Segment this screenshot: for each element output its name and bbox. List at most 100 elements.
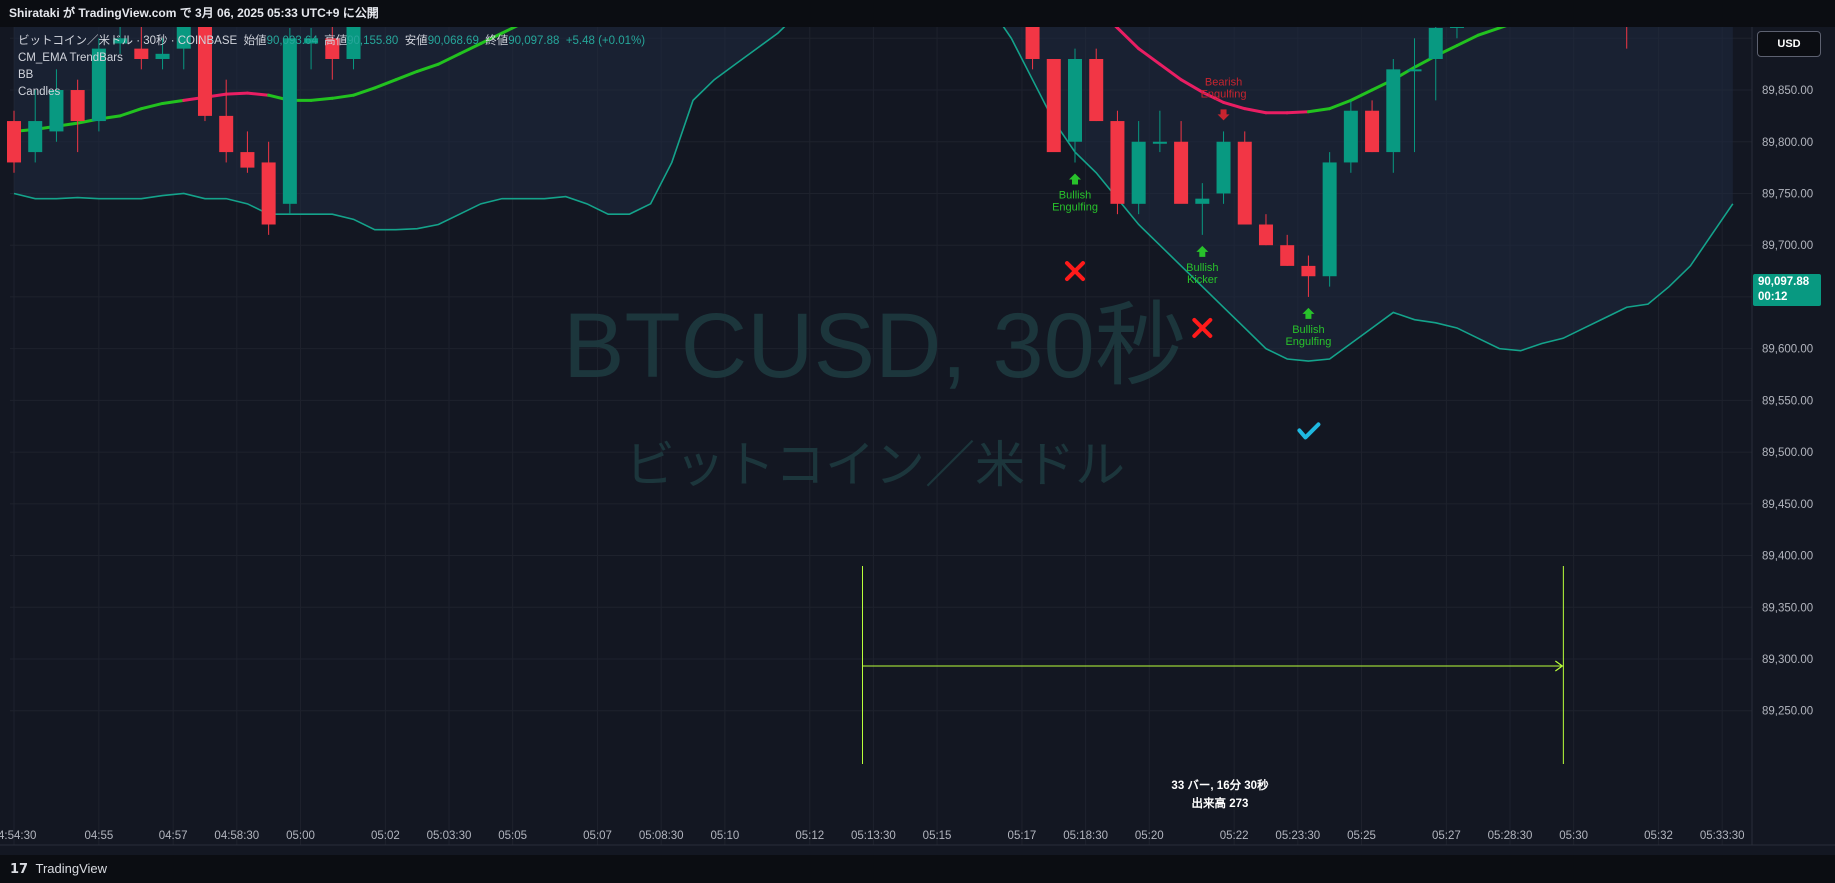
ema-segment	[139, 101, 165, 111]
pattern-text: Engulfing	[1052, 201, 1098, 213]
candle-down	[134, 48, 149, 59]
time-tick-label: 05:30	[1559, 830, 1588, 842]
published-header: Shirataki が TradingView.com で 3月 06, 202…	[0, 0, 1835, 27]
ema-segment	[415, 62, 440, 73]
candle-down	[1301, 265, 1316, 277]
time-tick-label: 05:27	[1432, 830, 1461, 842]
candle-down	[219, 115, 234, 153]
price-tick-label: 89,350.00	[1762, 602, 1813, 614]
candle-up	[1343, 110, 1358, 163]
ema-segment	[479, 31, 504, 45]
price-chart[interactable]: BTCUSD, 30秒ビットコイン／米ドルBearishEngulfingBea…	[0, 27, 1835, 855]
ema-segment	[1179, 78, 1204, 94]
price-tick-label: 89,300.00	[1762, 654, 1813, 666]
candle-up	[1216, 141, 1231, 194]
ema-segment	[118, 107, 143, 118]
price-tick-label: 89,750.00	[1762, 188, 1813, 200]
ema-segment	[245, 91, 271, 97]
open-label: 始値	[243, 35, 267, 47]
watermark-title: BTCUSD, 30秒	[563, 295, 1187, 397]
candle-down	[1089, 58, 1104, 122]
time-tick-label: 05:33:30	[1700, 830, 1745, 842]
candles	[7, 27, 1628, 297]
time-tick-label: 05:07	[583, 830, 612, 842]
candle-up	[155, 53, 170, 59]
ohlc-row: ビットコイン／米ドル · 30秒 · COINBASE 始値90,093.64 …	[18, 33, 645, 50]
candle-up	[1195, 198, 1210, 204]
candle-up	[49, 90, 64, 132]
candle-up	[91, 48, 106, 122]
low-value: 90,068.69	[427, 35, 479, 47]
candle-down	[1258, 224, 1273, 246]
time-tick-label: 05:22	[1220, 830, 1249, 842]
time-tick-label: 05:05	[498, 830, 527, 842]
price-tick-label: 89,800.00	[1762, 137, 1813, 149]
indicator-ema[interactable]: CM_EMA TrendBars	[18, 52, 123, 64]
cross-icon	[1065, 261, 1085, 282]
bearish-arrow-icon	[1217, 109, 1230, 121]
price-tick-label: 89,600.00	[1762, 344, 1813, 356]
candle-down	[240, 152, 255, 168]
time-tick-label: 05:32	[1644, 830, 1673, 842]
candle-up	[1322, 162, 1337, 277]
watermark-subtitle: ビットコイン／米ドル	[625, 437, 1125, 493]
ema-segment	[1306, 107, 1332, 114]
candle-down	[325, 38, 340, 59]
candle-down	[261, 162, 276, 225]
ema-segment	[224, 91, 249, 96]
last-price-tag: 90,097.88 00:12	[1753, 274, 1821, 306]
change-value: +5.48 (+0.01%)	[565, 35, 646, 47]
high-value: 90,155.80	[347, 35, 399, 47]
candle-up	[1068, 58, 1082, 142]
candle-up	[1131, 141, 1146, 204]
close-value: 90,097.88	[508, 35, 560, 47]
time-tick-label: 05:13:30	[851, 830, 896, 842]
price-tick-label: 89,850.00	[1762, 85, 1813, 97]
candle-down	[7, 121, 21, 163]
bb-lower-line	[13, 27, 1734, 362]
pattern-text: Bearish	[1205, 76, 1242, 88]
time-tick-label: 05:28:30	[1488, 830, 1533, 842]
indicator-candles[interactable]: Candles	[18, 86, 61, 98]
ema-segment	[352, 86, 377, 97]
close-label: 終値	[485, 35, 509, 47]
footer-brand[interactable]: TradingView	[35, 861, 108, 876]
candle-up	[304, 38, 319, 44]
price-axis	[1752, 27, 1835, 855]
candle-up	[28, 121, 43, 153]
price-tick-label: 89,700.00	[1762, 240, 1813, 252]
time-tick-label: 04:58:30	[214, 830, 259, 842]
ema-segment	[1455, 33, 1480, 48]
measure-info: 33 バー, 16分 30秒 出来高 273	[1120, 777, 1320, 813]
high-label: 高値	[324, 35, 348, 47]
time-tick-label: 05:08:30	[639, 830, 684, 842]
symbol-name[interactable]: ビットコイン／米ドル · 30秒 · COINBASE	[18, 35, 238, 47]
ema-segment	[1222, 100, 1247, 111]
chart-legend: ビットコイン／米ドル · 30秒 · COINBASE 始値90,093.64 …	[18, 33, 645, 101]
price-tick-label: 89,550.00	[1762, 395, 1813, 407]
pattern-text: Bullish	[1059, 189, 1091, 201]
candle-down	[1174, 141, 1189, 204]
ema-segment	[436, 52, 462, 66]
candle-down	[1025, 27, 1040, 59]
tradingview-logo-icon: 𝟭𝟳	[10, 861, 29, 876]
indicator-bb[interactable]: BB	[18, 69, 34, 81]
candle-up	[176, 27, 191, 49]
ema-segment	[500, 27, 519, 35]
ema-segment	[1158, 62, 1183, 82]
currency-button[interactable]: USD	[1757, 31, 1821, 57]
time-tick-label: 05:17	[1008, 830, 1037, 842]
measure-volume: 出来高 273	[1191, 798, 1249, 810]
candle-up	[1407, 69, 1422, 72]
measure-tool[interactable]	[862, 566, 1564, 764]
measure-arrow-head-icon	[1555, 660, 1564, 672]
check-icon	[1297, 422, 1321, 440]
price-tick-label: 89,500.00	[1762, 447, 1813, 459]
time-tick-label: 05:15	[923, 830, 952, 842]
ema-segment	[1328, 98, 1353, 111]
last-price-value: 90,097.88	[1758, 276, 1810, 288]
